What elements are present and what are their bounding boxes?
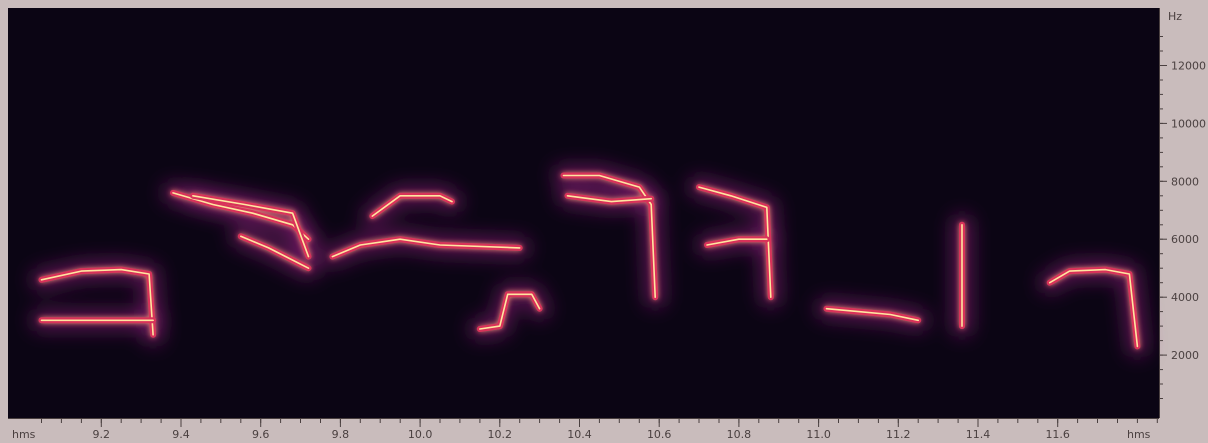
y-unit: Hz bbox=[1168, 10, 1182, 23]
x-unit-left: hms bbox=[12, 428, 36, 441]
x-tick-label: 10.6 bbox=[647, 428, 672, 441]
x-tick-label: 9.6 bbox=[252, 428, 270, 441]
x-tick-label: 11.6 bbox=[1045, 428, 1070, 441]
x-tick-label: 10.2 bbox=[488, 428, 513, 441]
x-tick-label: 11.2 bbox=[886, 428, 911, 441]
x-tick-label: 9.4 bbox=[172, 428, 190, 441]
x-tick-label: 10.4 bbox=[567, 428, 592, 441]
x-tick-label: 11.0 bbox=[806, 428, 831, 441]
x-unit-right: hms bbox=[1127, 428, 1151, 441]
y-tick-label: 4000 bbox=[1171, 291, 1199, 304]
plot-area bbox=[8, 8, 1159, 418]
y-tick-label: 12000 bbox=[1171, 60, 1206, 73]
y-tick-label: 10000 bbox=[1171, 117, 1206, 130]
y-tick-label: 6000 bbox=[1171, 233, 1199, 246]
x-tick-label: 10.8 bbox=[727, 428, 752, 441]
x-tick-label: 10.0 bbox=[408, 428, 433, 441]
x-tick-label: 11.4 bbox=[966, 428, 991, 441]
y-tick-label: 2000 bbox=[1171, 349, 1199, 362]
y-tick-label: 8000 bbox=[1171, 175, 1199, 188]
x-tick-label: 9.2 bbox=[93, 428, 111, 441]
x-tick-label: 9.8 bbox=[332, 428, 350, 441]
